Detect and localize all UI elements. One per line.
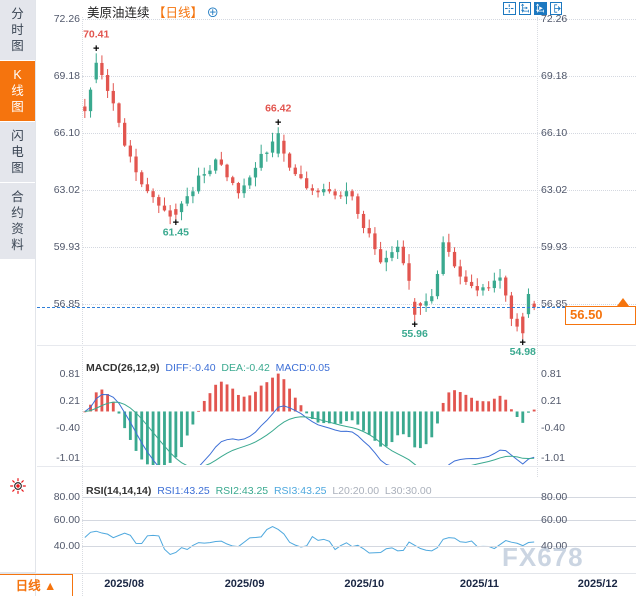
svg-text:+: + (93, 43, 99, 55)
svg-text:+: + (412, 319, 418, 331)
svg-text:+: + (173, 217, 179, 229)
svg-text:+: + (275, 117, 281, 129)
svg-text:70.41: 70.41 (83, 28, 109, 40)
svg-text:66.42: 66.42 (265, 102, 291, 114)
svg-text:+: + (520, 337, 526, 349)
